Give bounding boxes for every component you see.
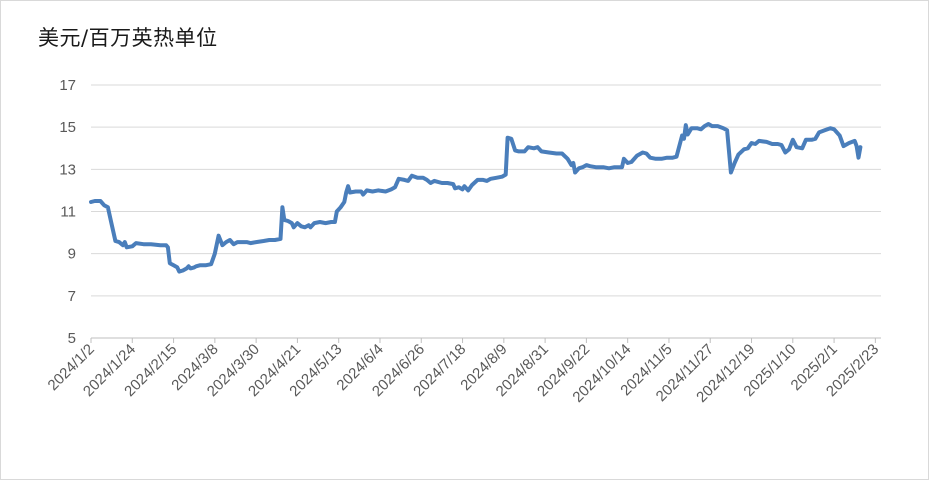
x-axis-ticks: 2024/1/22024/1/242024/2/152024/3/82024/3… (45, 338, 882, 406)
y-tick-label: 9 (68, 246, 76, 263)
y-axis-ticks: 5 7 9 11 13 15 17 (59, 77, 76, 347)
y-unit-label: 美元/百万英热单位 (38, 26, 218, 50)
y-tick-label: 15 (59, 119, 76, 136)
y-tick-label: 11 (60, 204, 76, 221)
y-tick-label: 17 (59, 77, 76, 94)
series-line (89, 122, 863, 274)
gridlines (91, 84, 881, 297)
series-layer (89, 122, 863, 274)
y-tick-label: 13 (59, 161, 76, 178)
y-tick-label: 7 (68, 288, 76, 305)
y-tick-label: 5 (68, 330, 76, 347)
